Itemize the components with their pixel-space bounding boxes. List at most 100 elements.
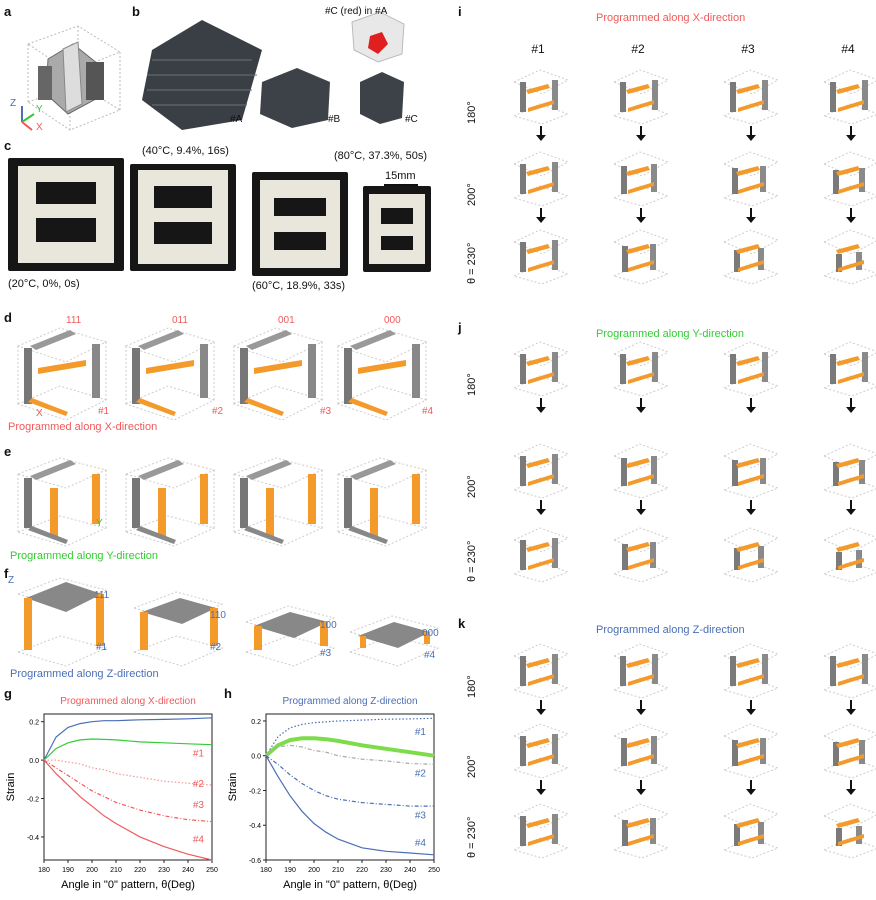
orange-segment	[736, 84, 760, 94]
gray-beam	[652, 80, 658, 110]
structure-thumbnail	[612, 527, 670, 583]
down-arrow-icon	[746, 500, 756, 515]
arrow-head	[536, 135, 546, 141]
strain-chart-x: Programmed along X-direction 180 190 200 210…	[5, 696, 218, 891]
down-arrow-icon	[536, 780, 546, 795]
gray-beam	[622, 820, 628, 846]
x-tick-label: 250	[206, 867, 218, 874]
down-arrow-icon	[636, 208, 646, 223]
row-angle-label: 180°	[466, 373, 478, 396]
orange-segment	[626, 542, 650, 552]
gray-beam	[620, 82, 626, 112]
panel-b-label: b	[132, 4, 140, 19]
series-label: #3	[193, 800, 205, 811]
gray-beam	[520, 164, 526, 194]
y-tick-label: 0.2	[251, 719, 261, 726]
structure-thumbnail	[512, 69, 570, 125]
gray-beam	[552, 80, 558, 110]
arrow-head	[536, 217, 546, 223]
orange-segment	[836, 84, 860, 94]
structure-thumbnail	[512, 443, 570, 499]
orange-segment	[836, 738, 860, 748]
plot-frame	[43, 713, 213, 861]
id-d3: #3	[320, 406, 332, 417]
axis-x-label: X	[36, 122, 43, 133]
gray-beam	[762, 654, 768, 684]
orange-segment	[526, 458, 550, 468]
code-f3: 100	[320, 620, 337, 631]
code-d3: 001	[278, 315, 295, 326]
arrow-head	[846, 217, 856, 223]
gray-beam	[859, 168, 865, 192]
x-tick-label: 200	[86, 867, 98, 874]
x-tick-label: 180	[260, 867, 272, 874]
gray-beam	[859, 740, 865, 764]
arrow-head	[746, 407, 756, 413]
structure-thumbnail	[822, 151, 876, 207]
orange-segment	[628, 754, 654, 766]
structure-thumbnail	[512, 151, 570, 207]
panel-i-title: Programmed along X-direction	[596, 12, 746, 24]
structure-thumbnail	[822, 723, 876, 779]
down-arrow-icon	[636, 780, 646, 795]
down-arrow-icon	[536, 500, 546, 515]
x-tick-label: 230	[158, 867, 170, 874]
orange-segment	[838, 474, 864, 486]
down-arrow-icon	[636, 398, 646, 413]
orange-segment	[528, 182, 554, 194]
panel-b-item-b: #B	[328, 114, 341, 125]
gray-beam	[856, 826, 862, 844]
orange-segment	[738, 674, 764, 686]
orange-segment	[526, 356, 550, 366]
gray-beam	[520, 736, 526, 766]
panel-e-title: Programmed along Y-direction	[10, 550, 158, 562]
down-arrow-icon	[636, 500, 646, 515]
panel-f-title: Programmed along Z-direction	[10, 668, 159, 680]
arrow-head	[746, 789, 756, 795]
gray-beam	[830, 354, 836, 384]
gray-beam	[833, 170, 839, 194]
structure-thumbnail	[822, 69, 876, 125]
orange-segment	[626, 84, 650, 94]
x-tick-label: 210	[110, 867, 122, 874]
gray-beam	[856, 550, 862, 568]
gray-beam	[732, 740, 738, 766]
gray-beam	[621, 458, 627, 486]
orange-segment	[738, 834, 764, 846]
series-line	[43, 717, 213, 761]
gray-beam	[758, 546, 764, 568]
orange-segment	[628, 182, 654, 194]
down-arrow-icon	[536, 398, 546, 413]
gray-beam	[734, 824, 740, 846]
orange-segment	[838, 558, 864, 570]
arrow-head	[746, 509, 756, 515]
gray-beam	[730, 354, 736, 384]
orange-segment	[836, 244, 860, 254]
panel-b-item-c: #C	[405, 114, 418, 125]
structure-thumbnail	[512, 341, 570, 397]
gray-beam	[552, 454, 558, 484]
axis-y-e: Y	[96, 518, 103, 529]
orange-segment	[628, 100, 654, 112]
structure-thumbnail	[612, 69, 670, 125]
down-arrow-icon	[746, 398, 756, 413]
row-angle-label: θ = 230°	[466, 242, 478, 284]
orange-segment	[736, 542, 760, 552]
panel-h-label: h	[224, 686, 232, 701]
orange-segment	[836, 458, 860, 468]
down-arrow-icon	[746, 700, 756, 715]
structure-thumbnail	[512, 229, 570, 285]
caption-40c: (40°C, 9.4%, 16s)	[142, 145, 229, 157]
row-angle-label: 200°	[466, 475, 478, 498]
structure-thumbnail	[722, 443, 780, 499]
row-angle-label: θ = 230°	[466, 540, 478, 582]
y-tick-label: -0.2	[27, 797, 39, 804]
down-arrow-icon	[536, 700, 546, 715]
strain-chart-z: Programmed along Z-direction 180 190 200 210…	[227, 696, 440, 891]
orange-segment	[838, 674, 864, 686]
arrow-head	[536, 407, 546, 413]
gray-beam	[836, 254, 842, 272]
orange-segment	[526, 658, 550, 668]
panel-f-label: f	[4, 566, 9, 581]
down-arrow-icon	[746, 126, 756, 141]
